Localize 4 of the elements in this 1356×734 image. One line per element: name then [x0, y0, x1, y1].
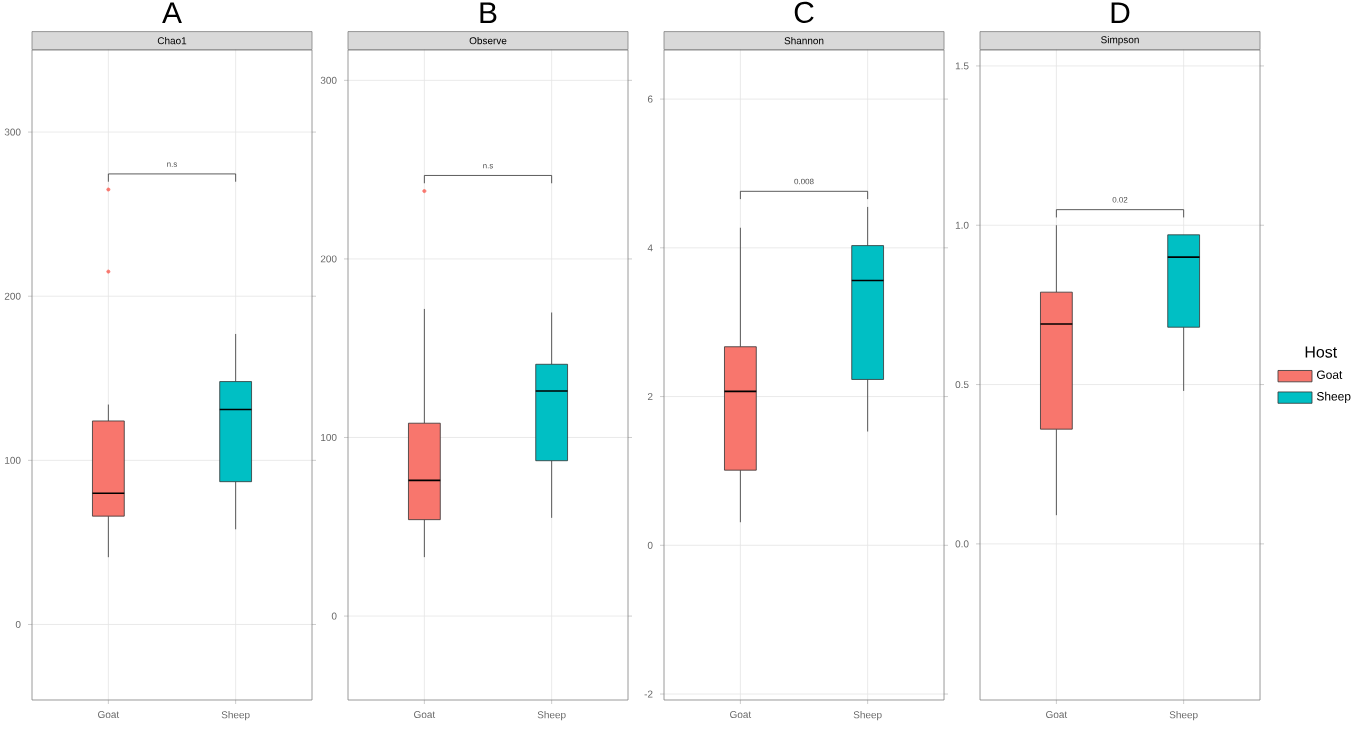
chart-title: A	[162, 2, 182, 23]
chart-title: D	[1111, 2, 1130, 23]
chart-title: C	[794, 1, 814, 23]
chart-title: B	[480, 2, 497, 23]
